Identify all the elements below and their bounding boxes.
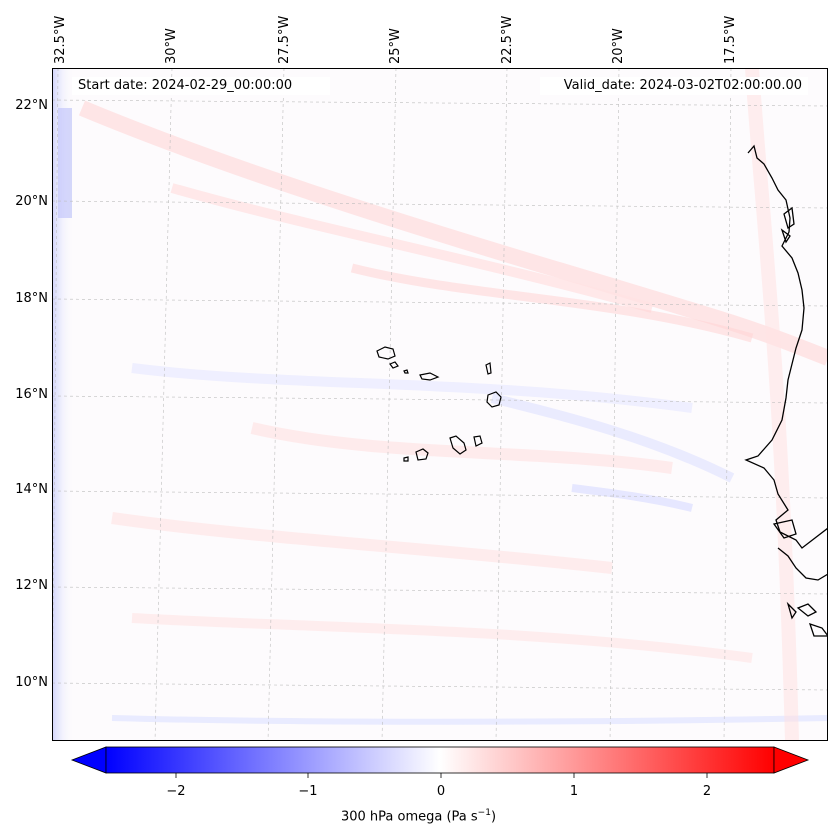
lat-label: 14°N (15, 482, 48, 497)
colorbar-label-end: ) (490, 809, 497, 825)
colorbar-label-exponent: −1 (477, 808, 491, 818)
lon-label: 20°W (611, 28, 626, 64)
lat-label: 18°N (15, 291, 48, 306)
colorbar-min-extend (70, 746, 107, 774)
colorbar-tick-label: −2 (166, 784, 186, 799)
cape-verde-islands (376, 346, 502, 462)
colorbar-tick-label: −1 (298, 784, 318, 799)
colorbar-max-extend (773, 746, 810, 774)
coastline (744, 144, 828, 637)
omega-field (52, 68, 828, 741)
colorbar-tick-label: 0 (436, 784, 446, 799)
lon-label: 32.5°W (53, 15, 68, 64)
lon-label: 17.5°W (723, 15, 738, 64)
lat-label: 22°N (15, 98, 48, 113)
lat-label: 20°N (15, 194, 48, 209)
colorbar-label: 300 hPa omega (Pa s−1) (0, 808, 837, 824)
colorbar-tick-label: 2 (702, 784, 712, 799)
colorbar-label-main: 300 hPa omega (Pa s (340, 809, 478, 825)
map-panel (52, 68, 828, 741)
lon-label: 25°W (388, 28, 403, 64)
valid-date-label: Valid_date: 2024-03-02T02:00:00.00 (540, 77, 808, 95)
colorbar-tick-label: 1 (569, 784, 579, 799)
lon-label: 27.5°W (277, 15, 292, 64)
lon-label: 22.5°W (500, 15, 515, 64)
lon-label: 30°W (164, 28, 179, 64)
colorbar-gradient (105, 746, 775, 774)
lat-label: 12°N (15, 578, 48, 593)
lat-label: 10°N (15, 675, 48, 690)
colorbar (70, 746, 810, 778)
lat-label: 16°N (15, 387, 48, 402)
map-frame (52, 68, 828, 741)
start-date-label: Start date: 2024-02-29_00:00:00 (72, 77, 330, 95)
